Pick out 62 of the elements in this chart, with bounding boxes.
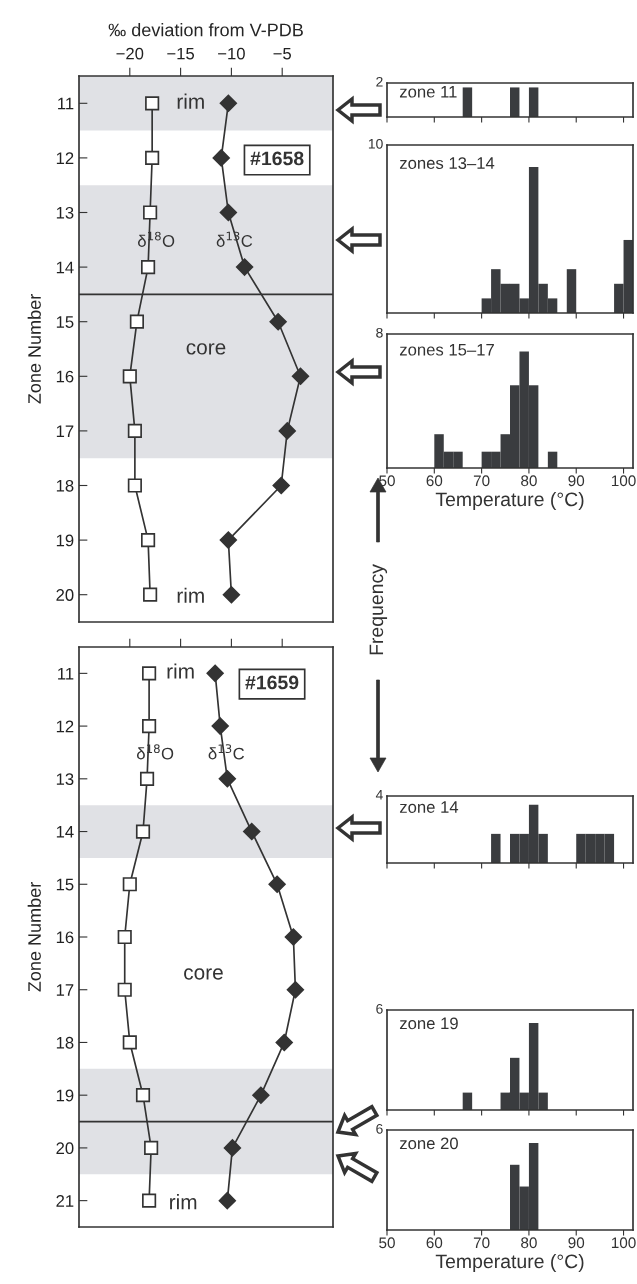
x-tick-label: 60 (426, 1237, 443, 1249)
y-tick-label: 16 (56, 370, 74, 383)
chart-title: zone 14 (399, 801, 459, 813)
y-tick-label: 17 (56, 425, 74, 437)
x-tick-label: 60 (426, 475, 443, 487)
x-tick-label: 70 (473, 1237, 490, 1249)
x-axis-title: ‰ deviation from V-PDB (108, 23, 303, 37)
x-tick-label: −5 (273, 47, 291, 60)
y-tick-label: 18 (56, 1036, 74, 1049)
y-axis-title: Zone Number (27, 294, 41, 404)
text: 8 (376, 327, 383, 338)
x-tick-label: −15 (167, 47, 195, 60)
text: 6 (376, 1003, 383, 1014)
chart-title: zone 20 (399, 1137, 458, 1150)
annotation: #1658 (250, 151, 304, 166)
x-tick-label: 50 (379, 1237, 395, 1249)
annotation: #1659 (245, 675, 299, 690)
x-tick-label: 80 (521, 1237, 537, 1249)
text: 4 (375, 790, 383, 800)
y-tick-label: 19 (56, 1089, 74, 1102)
text: 10 (368, 138, 383, 149)
annotation: rim (177, 587, 204, 603)
text: 2 (376, 76, 383, 87)
y-tick-label: 20 (56, 1142, 74, 1155)
y-tick-label: 12 (56, 152, 74, 164)
annotation: core (186, 343, 226, 355)
x-tick-label: 90 (568, 1237, 585, 1249)
x-tick-label: −20 (116, 47, 144, 60)
annotation: core (184, 968, 223, 980)
y-tick-label: 13 (56, 773, 74, 786)
y-tick-label: 14 (56, 261, 74, 274)
y-tick-label: 11 (58, 667, 74, 680)
chart-title: zones 13–14 (399, 157, 495, 169)
x-tick-label: 70 (473, 475, 490, 487)
x-tick-label: 100 (611, 1237, 636, 1249)
y-tick-label: 21 (56, 1195, 74, 1207)
y-axis-title: Frequency (369, 564, 388, 655)
annotation: rim (167, 663, 194, 679)
y-tick-label: 17 (56, 984, 74, 996)
x-tick-label: 100 (611, 475, 636, 487)
annotation: rim (177, 93, 204, 109)
y-tick-label: 11 (58, 97, 74, 110)
y-tick-label: 16 (56, 931, 74, 944)
x-tick-label: −10 (218, 47, 245, 60)
chart-title: zones 15–17 (399, 343, 494, 356)
x-tick-label: 90 (568, 475, 585, 487)
y-tick-label: 15 (56, 316, 74, 328)
chart-title: zone 19 (399, 1017, 458, 1030)
y-axis-title: Zone Number (27, 882, 41, 992)
y-tick-label: 12 (56, 720, 74, 733)
annotation: rim (170, 1194, 197, 1210)
y-tick-label: 18 (56, 479, 74, 492)
chart-title: zone 11 (399, 85, 457, 98)
y-tick-label: 14 (56, 826, 74, 838)
y-tick-label: 15 (56, 878, 74, 891)
y-tick-label: 20 (56, 589, 74, 601)
x-axis-title: Temperature (°C) (435, 491, 584, 511)
y-tick-label: 13 (56, 206, 74, 219)
text: 6 (376, 1123, 383, 1134)
x-tick-label: 80 (521, 475, 537, 487)
x-axis-title: Temperature (°C) (435, 1253, 584, 1273)
y-tick-label: 19 (56, 534, 74, 547)
